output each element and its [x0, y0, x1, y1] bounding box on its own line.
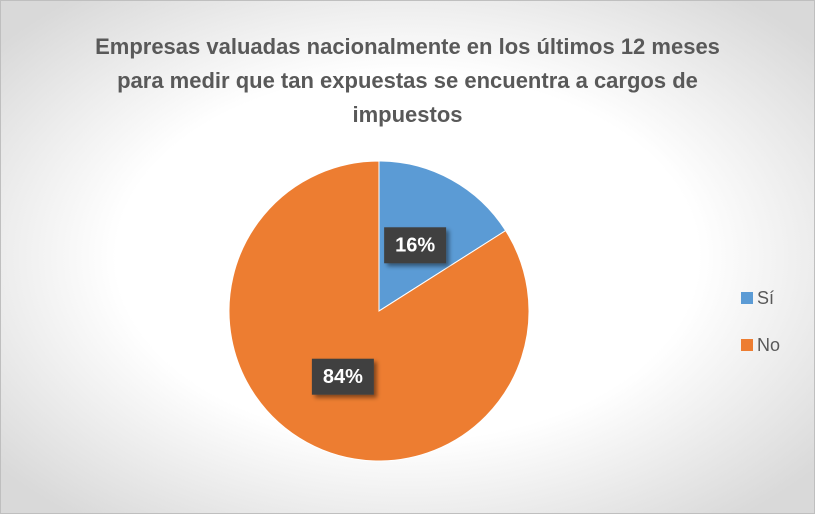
pie-slice: [228, 160, 530, 462]
chart-title: Empresas valuadas nacionalmente en los ú…: [95, 34, 720, 127]
legend-label: Sí: [757, 288, 774, 308]
data-label-box: [311, 358, 374, 395]
legend-swatch: [741, 292, 753, 304]
legend-swatch: [741, 339, 753, 351]
legend-label: No: [757, 335, 780, 355]
data-label: 16%: [395, 235, 435, 257]
data-label-box: [384, 227, 447, 264]
data-label: 84%: [323, 366, 363, 388]
